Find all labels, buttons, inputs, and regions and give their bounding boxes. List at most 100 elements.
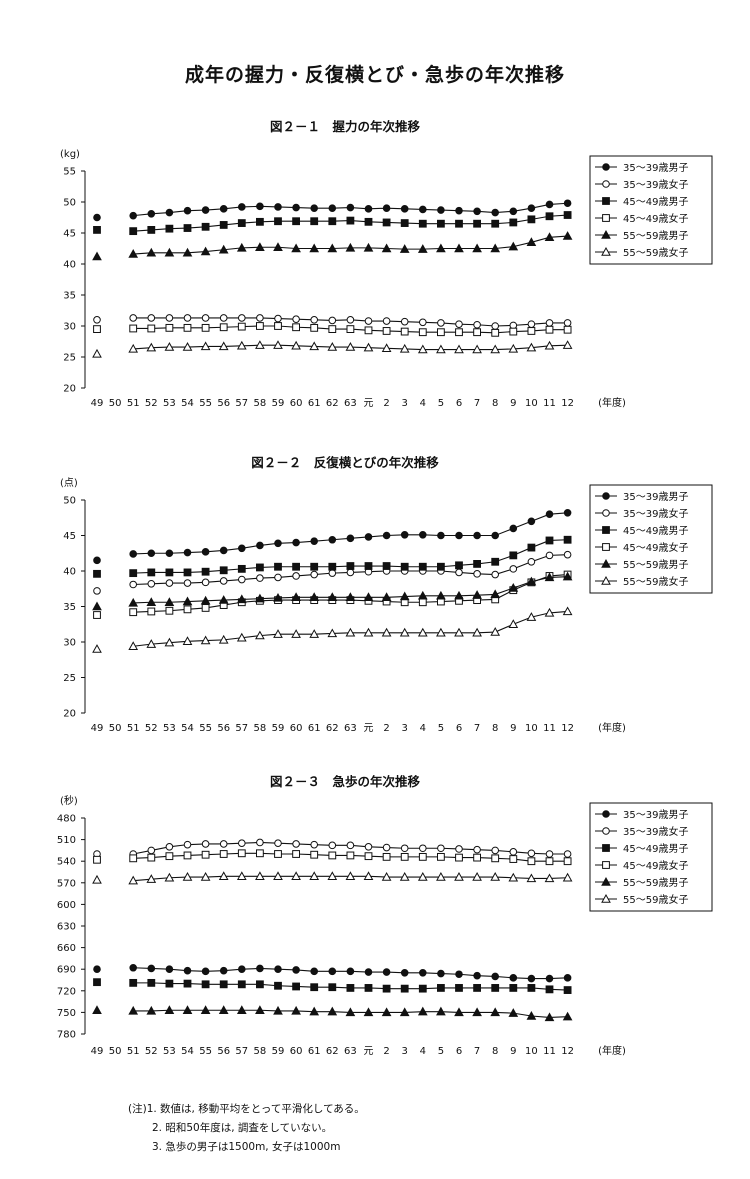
x-tick-label: 9	[510, 398, 516, 409]
data-point	[291, 871, 301, 881]
data-point	[146, 874, 157, 883]
x-tick-label: 10	[525, 398, 538, 409]
data-point	[327, 871, 338, 881]
data-point	[164, 342, 175, 351]
data-point	[437, 319, 445, 327]
data-point	[544, 232, 555, 242]
data-point	[238, 203, 246, 211]
data-point	[400, 205, 409, 213]
data-point	[400, 530, 409, 539]
data-point	[527, 849, 536, 858]
data-point	[400, 969, 409, 977]
data-point	[509, 207, 518, 216]
data-point	[255, 871, 265, 881]
data-point	[164, 637, 175, 647]
data-point	[219, 980, 228, 989]
data-point	[509, 327, 518, 336]
data-point	[182, 342, 193, 351]
legend-label: 45～49歳女子	[623, 859, 688, 872]
data-point	[183, 840, 192, 849]
x-tick-label: 57	[235, 398, 248, 409]
x-tick-label: 58	[254, 398, 267, 409]
y-tick-label: 600	[57, 900, 76, 911]
x-tick-label: 55	[199, 723, 212, 734]
x-tick-label: 55	[199, 398, 212, 409]
data-point	[346, 984, 355, 992]
data-point	[147, 579, 156, 588]
data-point	[291, 340, 301, 350]
data-point	[544, 873, 555, 883]
data-point	[93, 978, 101, 987]
data-point	[508, 872, 519, 882]
x-tick-label: 51	[127, 723, 140, 734]
data-point	[363, 592, 374, 601]
data-point	[274, 217, 282, 226]
y-tick-label: 630	[57, 922, 76, 933]
data-point	[92, 1005, 102, 1014]
data-point	[92, 644, 102, 653]
legend-label: 45～49歳女子	[623, 212, 688, 225]
data-point	[562, 606, 573, 616]
data-point	[129, 580, 137, 589]
y-tick-label: 40	[63, 567, 76, 578]
data-point	[527, 320, 536, 328]
data-point	[182, 1005, 193, 1014]
data-point	[509, 848, 518, 856]
x-tick-label: 12	[561, 398, 574, 409]
x-tick-label: 50	[109, 723, 122, 734]
data-point	[273, 871, 283, 881]
data-point	[491, 846, 500, 855]
data-point	[328, 569, 337, 577]
x-tick-label: 56	[217, 723, 230, 734]
data-point	[237, 564, 246, 573]
data-point	[563, 850, 572, 858]
data-point	[455, 206, 463, 215]
data-point	[490, 344, 501, 354]
data-point	[310, 840, 319, 849]
x-tick-label: 58	[254, 723, 267, 734]
legend-marker	[601, 558, 611, 568]
data-point	[346, 967, 355, 976]
data-point	[128, 875, 139, 885]
legend-label: 45～49歳男子	[623, 843, 688, 855]
data-point	[292, 315, 300, 323]
data-point	[292, 572, 300, 580]
x-tick-label: 60	[290, 398, 303, 409]
x-tick-label: 49	[91, 1046, 104, 1057]
data-point	[274, 562, 282, 571]
notes: (注)1. 数値は, 移動平均をとって平滑化してある。 2. 昭和50年度は, …	[128, 1100, 365, 1157]
x-tick-label: 2	[383, 398, 389, 409]
data-point	[255, 340, 265, 349]
legend-marker	[602, 810, 610, 818]
data-point	[527, 974, 536, 983]
x-tick-label: 5	[438, 1046, 444, 1057]
x-tick-label: 54	[181, 398, 194, 409]
data-point	[292, 840, 300, 848]
data-point	[328, 217, 337, 226]
data-point	[327, 342, 338, 351]
data-point	[129, 211, 137, 220]
chart-title-side-step: 図２－２ 反復横とびの年次推移	[251, 455, 439, 470]
data-point	[436, 243, 446, 253]
data-point	[147, 314, 156, 322]
data-point	[147, 846, 156, 855]
data-point	[165, 208, 174, 217]
data-point	[201, 967, 210, 976]
x-tick-label: 59	[272, 1046, 285, 1057]
data-point	[473, 845, 481, 854]
data-point	[491, 322, 500, 330]
legend-marker	[602, 180, 610, 188]
data-point	[345, 342, 356, 351]
data-point	[328, 204, 337, 212]
data-point	[473, 328, 482, 337]
data-point	[419, 844, 427, 853]
x-tick-label: 12	[561, 723, 574, 734]
data-point	[236, 1005, 247, 1014]
data-point	[183, 224, 192, 232]
data-point	[256, 202, 264, 211]
data-point	[473, 570, 481, 578]
data-point	[219, 314, 228, 322]
data-point	[491, 854, 500, 863]
data-point	[165, 979, 174, 988]
